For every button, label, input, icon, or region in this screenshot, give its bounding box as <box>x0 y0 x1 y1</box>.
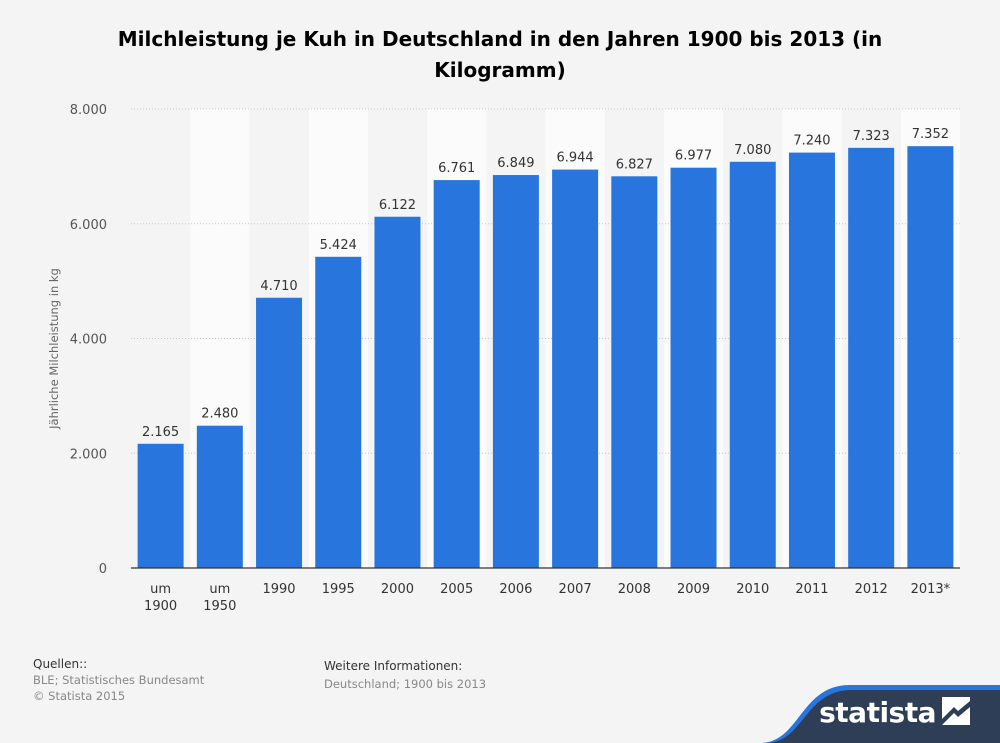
x-tick-label: 2012 <box>855 582 888 597</box>
bar <box>729 161 776 568</box>
x-tick-label: 2010 <box>736 582 769 597</box>
value-label: 2.480 <box>201 407 238 422</box>
x-tick-label: 2007 <box>559 582 592 597</box>
value-label: 7.240 <box>793 134 830 149</box>
x-tick-label: 1995 <box>322 582 355 597</box>
x-tick-label: um 1900 <box>144 582 177 614</box>
x-tick-label: 2006 <box>499 582 532 597</box>
x-tick-label: 2000 <box>381 582 414 597</box>
sources-line-1: BLE; Statistisches Bundesamt <box>33 673 205 687</box>
y-tick-label: 0 <box>99 562 107 577</box>
value-label: 5.424 <box>320 238 357 253</box>
value-label: 6.944 <box>556 151 593 166</box>
x-tick-label: 2013* <box>911 582 951 597</box>
bar <box>315 256 362 568</box>
value-label: 4.710 <box>260 279 297 294</box>
value-label: 7.323 <box>853 129 890 144</box>
bar-chart: 0 2.000 4.000 6.000 8.000 Jährliche Milchleis… <box>47 103 960 614</box>
brand-name: statista <box>819 696 936 729</box>
bar <box>611 176 658 568</box>
bar <box>552 169 599 568</box>
y-tick-label: 8.000 <box>70 103 107 118</box>
y-tick-label: 2.000 <box>70 447 107 462</box>
value-label: 7.352 <box>912 127 949 142</box>
bar <box>848 147 895 568</box>
chart-title: Milchleistung je Kuh in Deutschland in d… <box>117 27 883 82</box>
value-label: 7.080 <box>734 143 771 158</box>
x-tick-label: 2011 <box>795 582 828 597</box>
value-label: 6.827 <box>616 157 653 172</box>
value-label: 6.849 <box>497 156 534 171</box>
y-tick-label: 4.000 <box>70 333 107 348</box>
bar <box>788 152 835 569</box>
y-tick-label: 6.000 <box>70 218 107 233</box>
brand-background <box>760 685 1000 743</box>
bar <box>670 167 717 568</box>
bar <box>492 175 539 568</box>
x-tick-label: 2009 <box>677 582 710 597</box>
sources-line-2: © Statista 2015 <box>33 689 126 703</box>
x-tick-label: um 1950 <box>203 582 236 614</box>
bar <box>256 297 303 568</box>
y-axis-title: Jährliche Milchleistung in kg <box>47 268 61 430</box>
bar <box>433 180 480 568</box>
bar <box>196 425 243 568</box>
sources-block: Quellen:: BLE; Statistisches Bundesamt ©… <box>33 656 204 704</box>
info-line-1: Deutschland; 1900 bis 2013 <box>324 677 487 691</box>
info-block: Weitere Informationen: Deutschland; 1900… <box>324 658 486 692</box>
x-tick-label: 2005 <box>440 582 473 597</box>
value-label: 6.122 <box>379 198 416 213</box>
x-tick-label: 2008 <box>618 582 651 597</box>
sources-heading: Quellen:: <box>33 657 88 671</box>
statista-logo-icon <box>942 697 970 725</box>
info-heading: Weitere Informationen: <box>324 659 463 673</box>
value-label: 2.165 <box>142 425 179 440</box>
bar <box>907 146 954 568</box>
value-label: 6.977 <box>675 149 712 164</box>
statista-brand[interactable]: statista <box>760 683 1000 743</box>
bar <box>374 216 421 568</box>
bar <box>137 443 184 568</box>
x-tick-label: 1990 <box>262 582 295 597</box>
value-label: 6.761 <box>438 161 475 176</box>
